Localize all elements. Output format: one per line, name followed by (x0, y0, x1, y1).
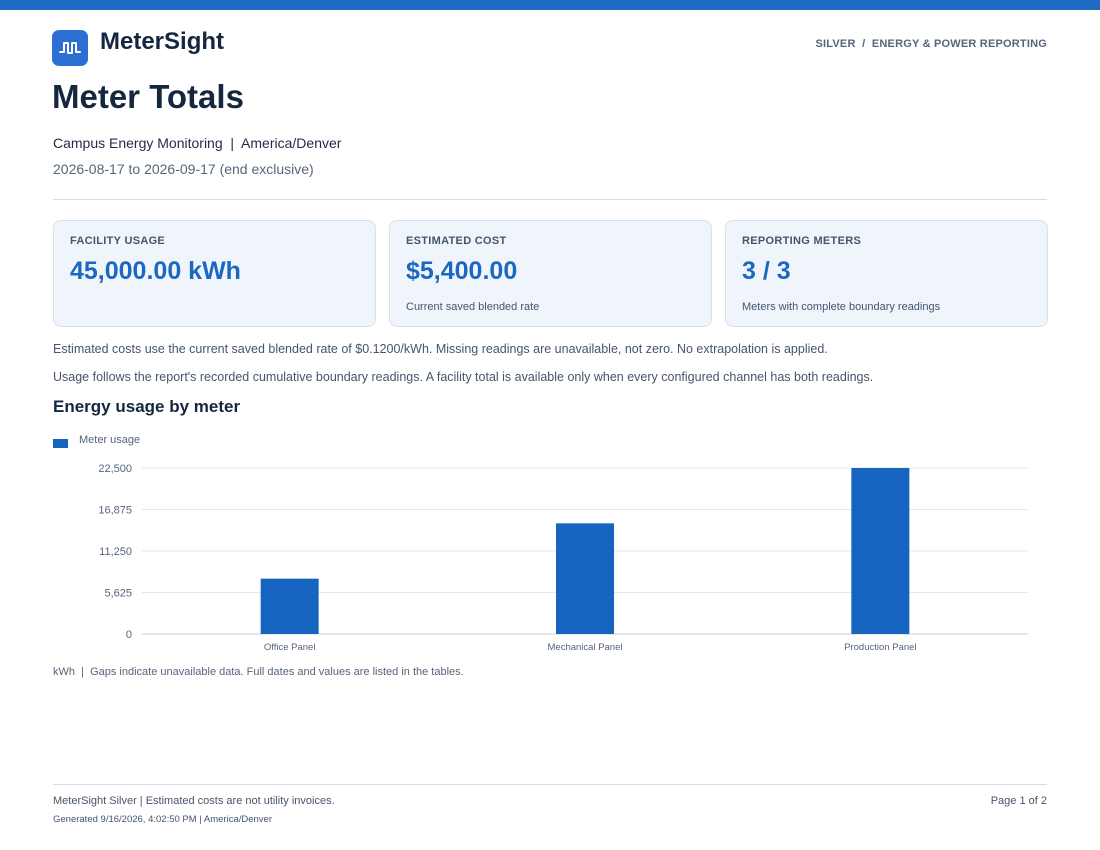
footer-divider (53, 784, 1047, 785)
card-value: 3 / 3 (742, 257, 791, 285)
x-tick-label: Mechanical Panel (548, 642, 623, 653)
y-tick-label: 5,625 (104, 588, 132, 600)
x-tick-label: Production Panel (844, 642, 916, 653)
bar (556, 523, 614, 634)
bar (260, 578, 319, 634)
chart-caption: kWh | Gaps indicate unavailable data. Fu… (53, 666, 464, 678)
meter-pulse-icon (52, 30, 88, 66)
estimated-cost-card: ESTIMATED COST $5,400.00 Current saved b… (389, 220, 712, 327)
y-tick-label: 16,875 (98, 505, 132, 517)
report-date-range: 2026-08-17 to 2026-09-17 (end exclusive) (53, 161, 314, 177)
x-tick-label: Office Panel (264, 642, 316, 653)
card-value: $5,400.00 (406, 257, 518, 285)
brand-name: MeterSight (100, 28, 225, 55)
footer-disclaimer: MeterSight Silver | Estimated costs are … (53, 795, 335, 807)
card-label: ESTIMATED COST (406, 235, 507, 247)
usage-note: Usage follows the report's recorded cumu… (53, 370, 874, 384)
legend-label: Meter usage (79, 434, 141, 446)
breadcrumb: SILVER / ENERGY & POWER REPORTING (815, 38, 1047, 50)
bar (851, 468, 910, 634)
usage-bar-chart: 0 5,625 11,250 16,875 22,500 Office Panel Mech… (98, 463, 1028, 653)
card-value: 45,000.00 kWh (70, 257, 241, 285)
report-subtitle: Campus Energy Monitoring | America/Denve… (53, 135, 342, 151)
top-accent-bar (0, 0, 1100, 10)
card-label: REPORTING METERS (742, 235, 862, 247)
reporting-meters-card: REPORTING METERS 3 / 3 Meters with compl… (725, 220, 1048, 327)
card-label: FACILITY USAGE (70, 235, 166, 247)
facility-usage-card: FACILITY USAGE 45,000.00 kWh (53, 220, 376, 327)
chart-section-title: Energy usage by meter (53, 397, 241, 416)
cost-note: Estimated costs use the current saved bl… (53, 342, 828, 356)
y-tick-label: 11,250 (99, 546, 132, 558)
card-note: Meters with complete boundary readings (742, 301, 941, 313)
card-note: Current saved blended rate (406, 301, 540, 313)
page-title: Meter Totals (52, 78, 244, 115)
y-tick-label: 22,500 (98, 463, 132, 475)
page-number: Page 1 of 2 (990, 795, 1047, 807)
y-tick-label: 0 (126, 629, 132, 641)
legend-swatch (53, 439, 68, 448)
header-divider (53, 199, 1047, 200)
footer-generated: Generated 9/16/2026, 4:02:50 PM | Americ… (53, 814, 272, 825)
